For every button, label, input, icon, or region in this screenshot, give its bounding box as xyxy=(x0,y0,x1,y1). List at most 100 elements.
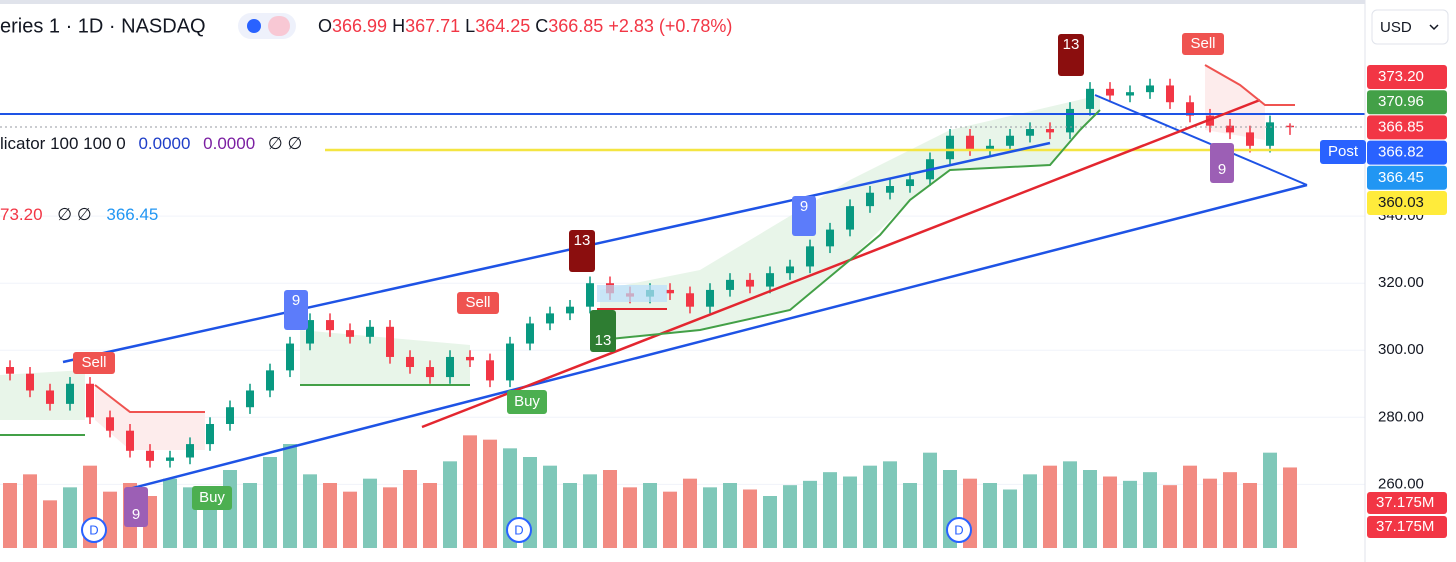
candle-body xyxy=(286,343,294,371)
candle-layer xyxy=(6,78,1294,468)
candle-body xyxy=(66,383,74,404)
volume-bar xyxy=(643,483,657,548)
indicator-name: licator 100 100 0 xyxy=(0,134,126,153)
sell-signal xyxy=(73,352,115,374)
volume-bar xyxy=(363,478,377,548)
td-13 xyxy=(590,310,616,352)
sell-label: Sell xyxy=(1190,35,1215,52)
volume-bar xyxy=(863,465,877,548)
volume-bar xyxy=(683,478,697,548)
volume-bar xyxy=(1203,478,1217,548)
candle-body xyxy=(1026,129,1034,136)
candle-body xyxy=(406,356,414,368)
post-badge xyxy=(1320,140,1366,164)
td-label: 13 xyxy=(595,332,612,349)
price-badge-label: 366.45 xyxy=(1378,169,1424,186)
ohlc-key: O xyxy=(318,16,332,36)
volume-bar xyxy=(263,457,277,548)
volume-bar xyxy=(383,487,397,548)
volume-badge-label: 37.175M xyxy=(1376,518,1434,535)
candle-body xyxy=(126,430,134,451)
trend-fill xyxy=(1205,65,1265,140)
candle-body xyxy=(526,323,534,344)
td-13 xyxy=(1058,34,1084,76)
candle-body xyxy=(226,407,234,424)
volume-bar xyxy=(23,474,37,548)
price-badge xyxy=(1367,191,1447,215)
price-badge-label: 366.82 xyxy=(1378,144,1424,161)
volume-badge xyxy=(1367,516,1447,538)
candle-body xyxy=(1126,92,1134,96)
dividend-label: D xyxy=(514,522,523,537)
dividend[interactable] xyxy=(946,517,972,543)
volume-bar xyxy=(423,483,437,548)
channel-line xyxy=(62,141,1051,364)
candle-body xyxy=(106,417,114,431)
price-badge-label: 373.20 xyxy=(1378,68,1424,85)
trend-fill xyxy=(95,385,205,450)
volume-bar xyxy=(403,470,417,548)
axis-labels: 260.00280.00300.00320.00340.00373.20370.… xyxy=(1367,65,1447,538)
range-box xyxy=(597,285,667,302)
channel-line xyxy=(124,183,1308,492)
volume-bar xyxy=(723,483,737,548)
currency-button[interactable] xyxy=(1371,9,1449,45)
sell-label: Sell xyxy=(465,294,490,311)
volume-bar xyxy=(1243,483,1257,548)
candle-body xyxy=(1006,135,1014,146)
supertrend xyxy=(1204,64,1295,106)
ohlc-value: 364.25 xyxy=(475,16,530,36)
candle-body xyxy=(886,186,894,193)
td-label: 9 xyxy=(1218,161,1226,178)
dropdown-icon xyxy=(1429,24,1439,31)
volume-bar xyxy=(43,500,57,548)
volume-bar xyxy=(303,474,317,548)
candle-body xyxy=(446,356,454,378)
volume-bar xyxy=(563,483,577,548)
price-badge-label: 360.03 xyxy=(1378,194,1424,211)
sell-signal xyxy=(1182,33,1224,55)
volume-bar xyxy=(483,439,497,548)
trend-line xyxy=(421,98,1261,429)
candle-body xyxy=(1066,108,1074,133)
volume-bar xyxy=(703,487,717,548)
candle-body xyxy=(966,135,974,150)
volume-bar xyxy=(1063,461,1077,548)
candle-body xyxy=(1266,122,1274,146)
trend-line xyxy=(1094,94,1308,186)
td-13 xyxy=(569,230,595,272)
ohlc-key: L xyxy=(465,16,475,36)
candle-body xyxy=(266,370,274,391)
y-tick-label: 280.00 xyxy=(1378,408,1424,425)
volume-bar xyxy=(843,476,857,548)
indicator-value: 366.45 xyxy=(106,205,158,224)
dividend[interactable] xyxy=(81,517,107,543)
y-tick-label: 320.00 xyxy=(1378,274,1424,291)
dividend-label: D xyxy=(954,522,963,537)
top-border xyxy=(0,0,1456,4)
ohlc-value: 366.99 xyxy=(332,16,387,36)
candle-body xyxy=(306,320,314,344)
candle-body xyxy=(26,373,34,391)
dividend[interactable] xyxy=(506,517,532,543)
candle-body xyxy=(566,306,574,314)
td-9 xyxy=(124,487,148,527)
volume-bar xyxy=(323,483,337,548)
td-label: 9 xyxy=(132,506,140,523)
candle-body xyxy=(786,266,794,274)
candle-body xyxy=(246,390,254,408)
candle-body xyxy=(546,313,554,324)
volume-bar xyxy=(1163,485,1177,548)
volume-bar xyxy=(663,491,677,548)
volume-bar xyxy=(623,487,637,548)
indicator-value: ∅ ∅ xyxy=(268,134,302,153)
candle-body xyxy=(1086,88,1094,109)
indicator-legend: 73.20 ∅ ∅ 366.45 xyxy=(0,205,158,224)
volume-bar xyxy=(983,483,997,548)
candle-body xyxy=(826,229,834,247)
volume-bar xyxy=(1123,480,1137,548)
price-badge xyxy=(1367,115,1447,140)
symbol: eries 1 · 1D · NASDAQ xyxy=(0,15,206,37)
td-9 xyxy=(1210,143,1234,183)
candle-body xyxy=(666,289,674,294)
